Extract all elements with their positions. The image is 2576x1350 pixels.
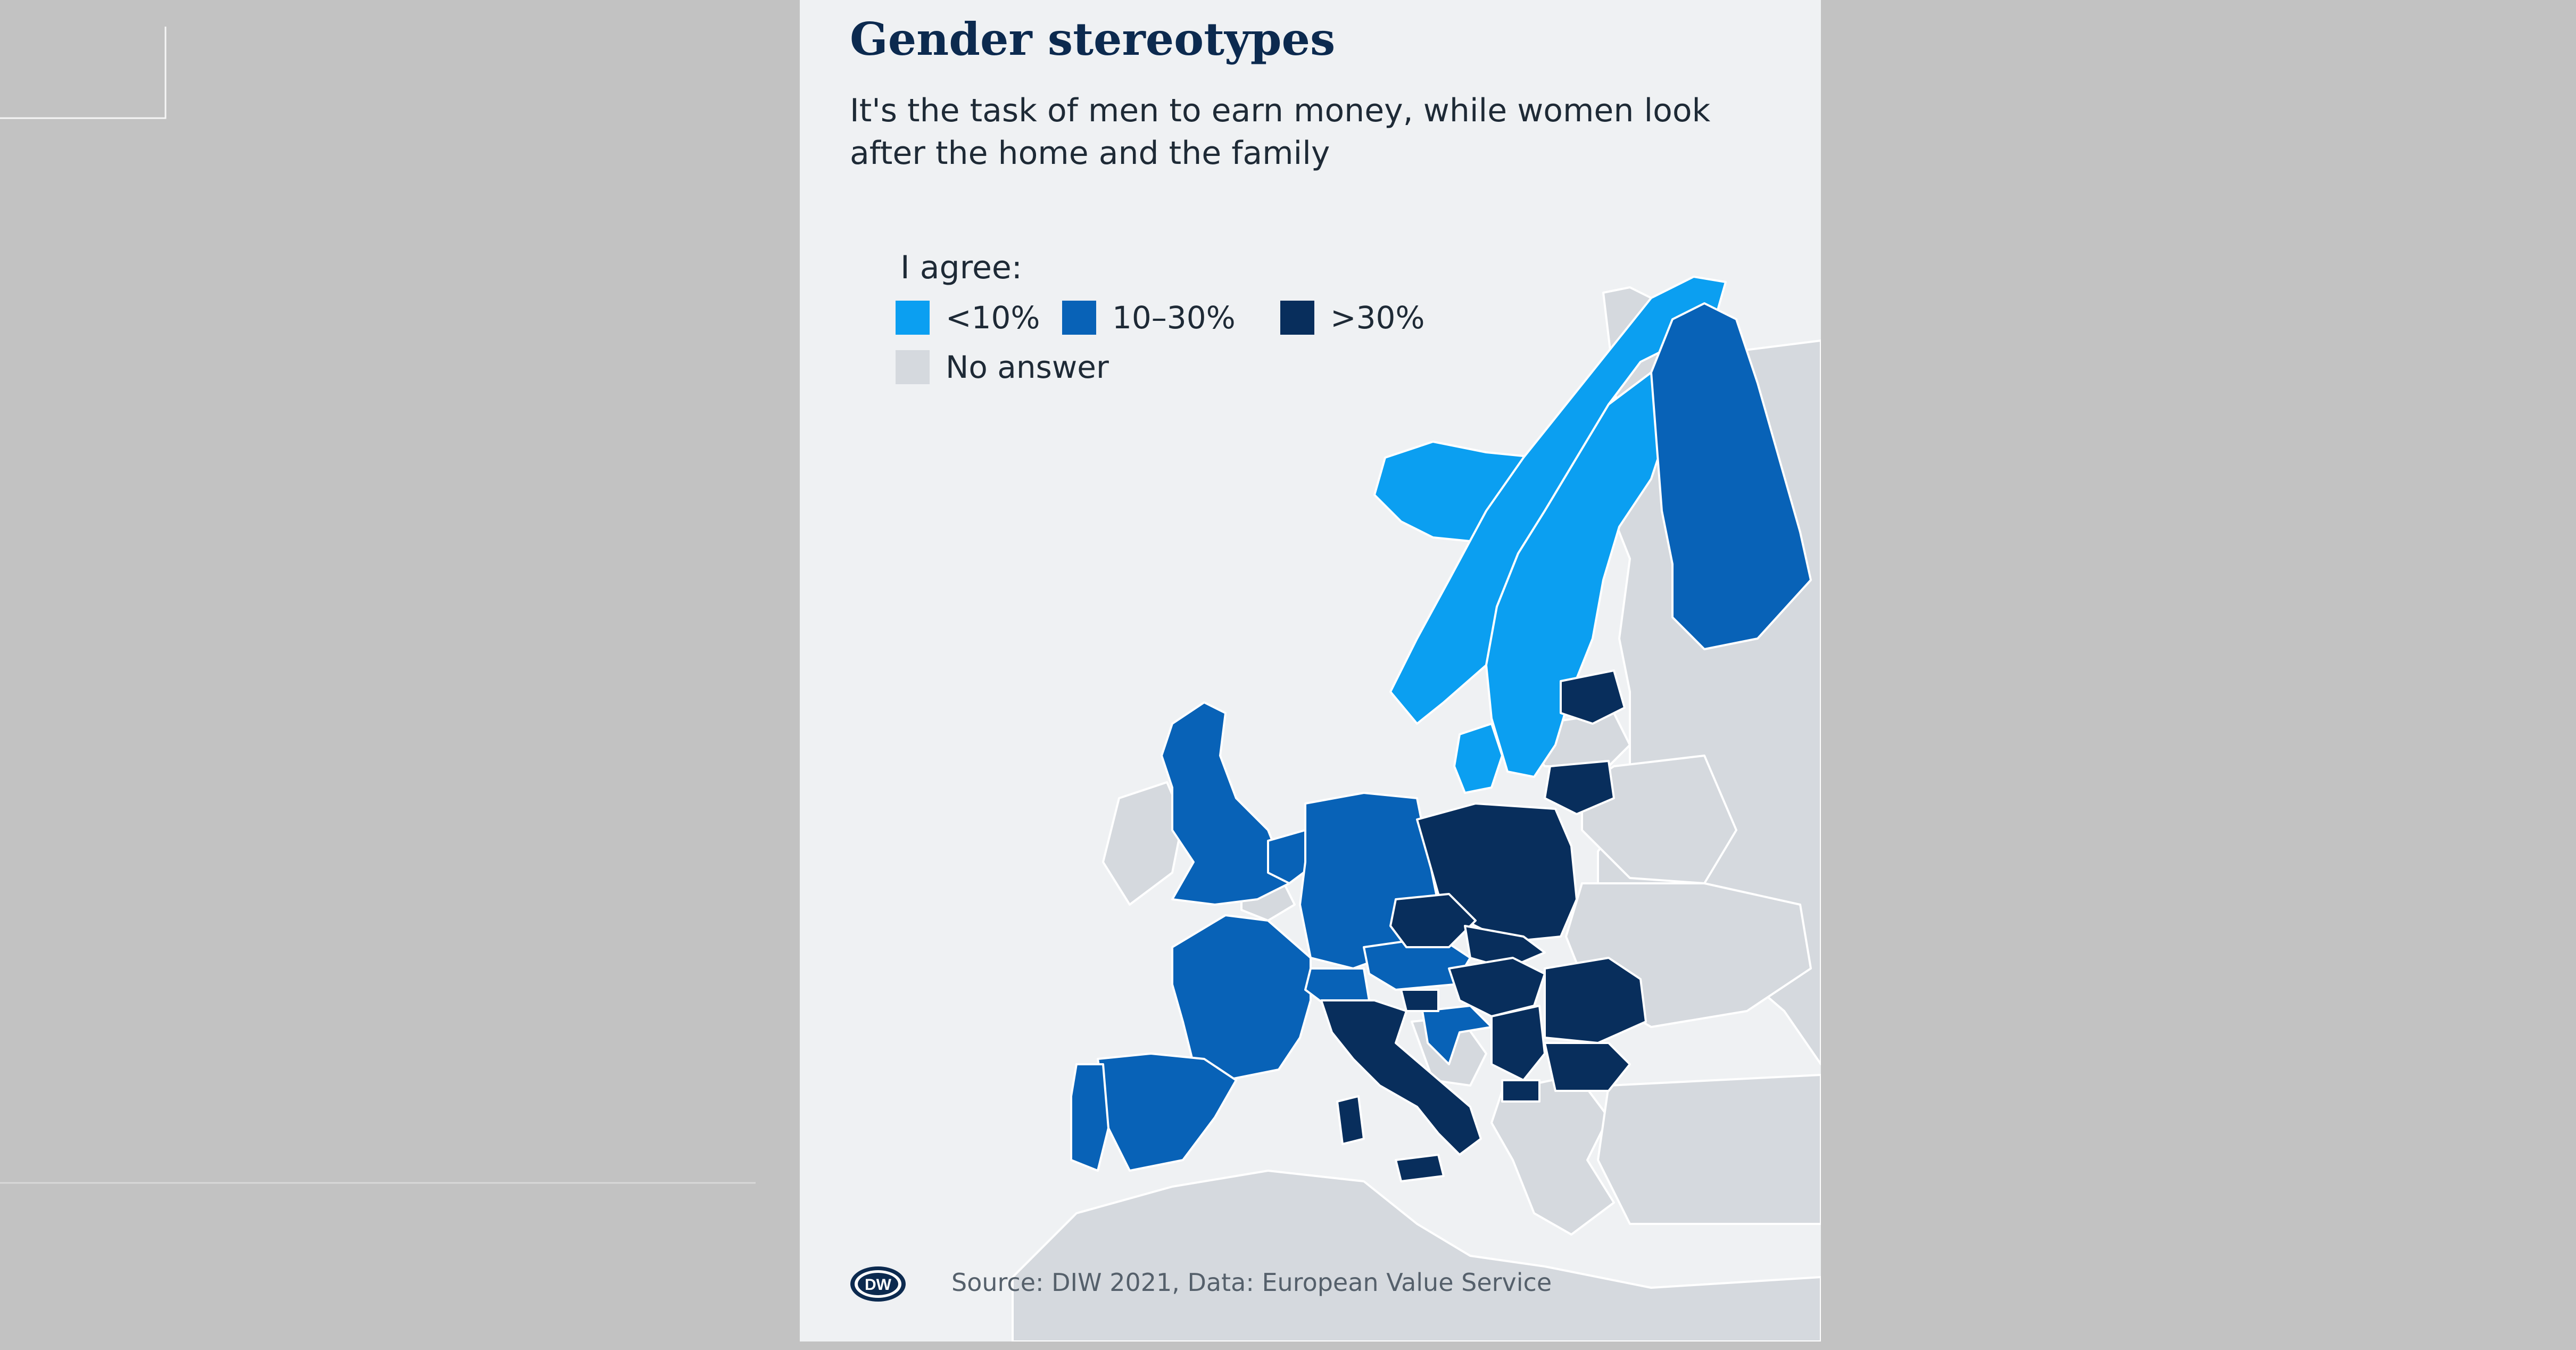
map-region-bulgaria <box>1544 1042 1631 1092</box>
logo-text: DW <box>865 1276 892 1294</box>
map-region-denmark <box>1453 723 1503 794</box>
map-region-czechia <box>1389 893 1477 948</box>
legend-swatch <box>1280 301 1314 335</box>
legend-label: >30% <box>1330 300 1425 336</box>
legend-swatch <box>896 301 930 335</box>
map-region-portugal <box>1070 1063 1109 1172</box>
legend-label: No answer <box>946 349 1109 385</box>
legend-item-no-answer: No answer <box>896 349 1109 385</box>
map-region-hungary <box>1448 957 1546 1017</box>
map-region-greece <box>1490 1074 1615 1236</box>
map-region-ireland <box>1102 781 1184 906</box>
legend-title: I agree: <box>900 249 1023 286</box>
map-region-turkey <box>1597 1074 1821 1225</box>
legend-item-above-30: >30% <box>1280 300 1425 336</box>
map-region-uk <box>1161 701 1290 906</box>
legend-swatch <box>1062 301 1096 335</box>
map-region-slovenia <box>1400 989 1439 1012</box>
europe-map <box>1012 276 1821 1341</box>
map-region-sweden <box>1485 371 1674 778</box>
source-note: Source: DIW 2021, Data: European Value S… <box>951 1268 1552 1297</box>
map-region-romania <box>1544 957 1647 1044</box>
map-region-netherlands <box>1267 829 1312 884</box>
map-region-italy <box>1320 999 1482 1156</box>
map-region-spain <box>1097 1053 1237 1172</box>
map-region-sardinia <box>1336 1095 1365 1145</box>
legend-label: <10% <box>946 300 1040 336</box>
map-region-estonia <box>1560 669 1626 725</box>
legend-label: 10–30% <box>1112 300 1236 336</box>
map-region-serbia <box>1490 1005 1546 1081</box>
map-region-north-macedonia <box>1501 1079 1540 1103</box>
map-region-france <box>1171 914 1312 1081</box>
map-region-north-africa <box>1012 1170 1821 1341</box>
legend-item-10-30: 10–30% <box>1062 300 1236 336</box>
map-region-slovakia <box>1464 925 1546 970</box>
chart-subtitle: It's the task of men to earn money, whil… <box>850 92 1711 172</box>
map-region-sicily <box>1395 1154 1445 1182</box>
map-region-lithuania <box>1544 760 1615 815</box>
chart-title: Gender stereotypes <box>850 13 1336 65</box>
legend-item-below-10: <10% <box>896 300 1040 336</box>
legend-swatch <box>896 350 930 384</box>
infographic-card: Gender stereotypes It's the task of men … <box>800 0 1821 1341</box>
map-region-finland <box>1650 302 1812 650</box>
dw-logo-icon: DW <box>850 1266 906 1302</box>
